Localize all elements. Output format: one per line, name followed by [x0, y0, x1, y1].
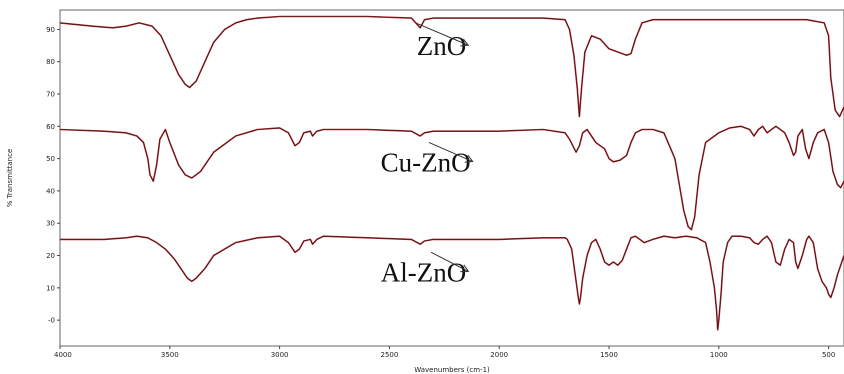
x-tick-label: 3500	[161, 351, 179, 359]
annotation-arrow	[430, 251, 469, 272]
y-tick-label: 40	[46, 187, 55, 195]
y-tick-label: 70	[46, 91, 55, 99]
x-tick-label: 500	[822, 351, 835, 359]
annotation-arrowhead	[460, 264, 470, 273]
x-tick-label: 4000	[54, 351, 72, 359]
annotation-label: Cu-ZnO	[381, 148, 471, 178]
y-tick-label: 10	[46, 284, 55, 292]
x-axis-title: Wavenumbers (cm-1)	[414, 366, 490, 374]
annotation-arrowhead	[460, 38, 470, 47]
x-tick-label: 3000	[271, 351, 289, 359]
x-tick-label: 1500	[600, 351, 618, 359]
spectrum-fit-line-1	[59, 16, 844, 117]
x-tick-label: 1000	[710, 351, 728, 359]
spectrum-fit-line-2	[59, 126, 844, 230]
annotation-arrowhead	[464, 154, 474, 163]
y-tick-label: 30	[46, 220, 55, 228]
annotation-label: ZnO	[417, 31, 467, 61]
annotation-label: Al-ZnO	[381, 257, 466, 287]
y-tick-label: 90	[46, 26, 55, 34]
spectrum-fit-line-3	[60, 235, 844, 331]
x-tick-label: 2000	[490, 351, 508, 359]
x-axis-ticks: 4000 3500 3000 2500 2000 1500 1000 500	[54, 346, 835, 359]
y-tick-label: 80	[46, 58, 55, 66]
y-tick-label: 20	[46, 252, 55, 260]
x-tick-label: 2500	[380, 351, 398, 359]
y-axis-title: % Transmittance	[6, 149, 14, 208]
y-tick-label: 50	[46, 155, 55, 163]
annotation-arrow	[415, 22, 469, 46]
y-tick-label: -0	[48, 317, 55, 325]
y-axis-ticks: 90 80 70 60 50 40 30 20 10 -0	[46, 26, 60, 325]
spectra	[59, 15, 844, 331]
y-tick-label: 60	[46, 123, 55, 131]
annotation-arrow	[428, 142, 473, 162]
annotations: ZnO Cu-ZnO Al-ZnO	[381, 22, 474, 287]
